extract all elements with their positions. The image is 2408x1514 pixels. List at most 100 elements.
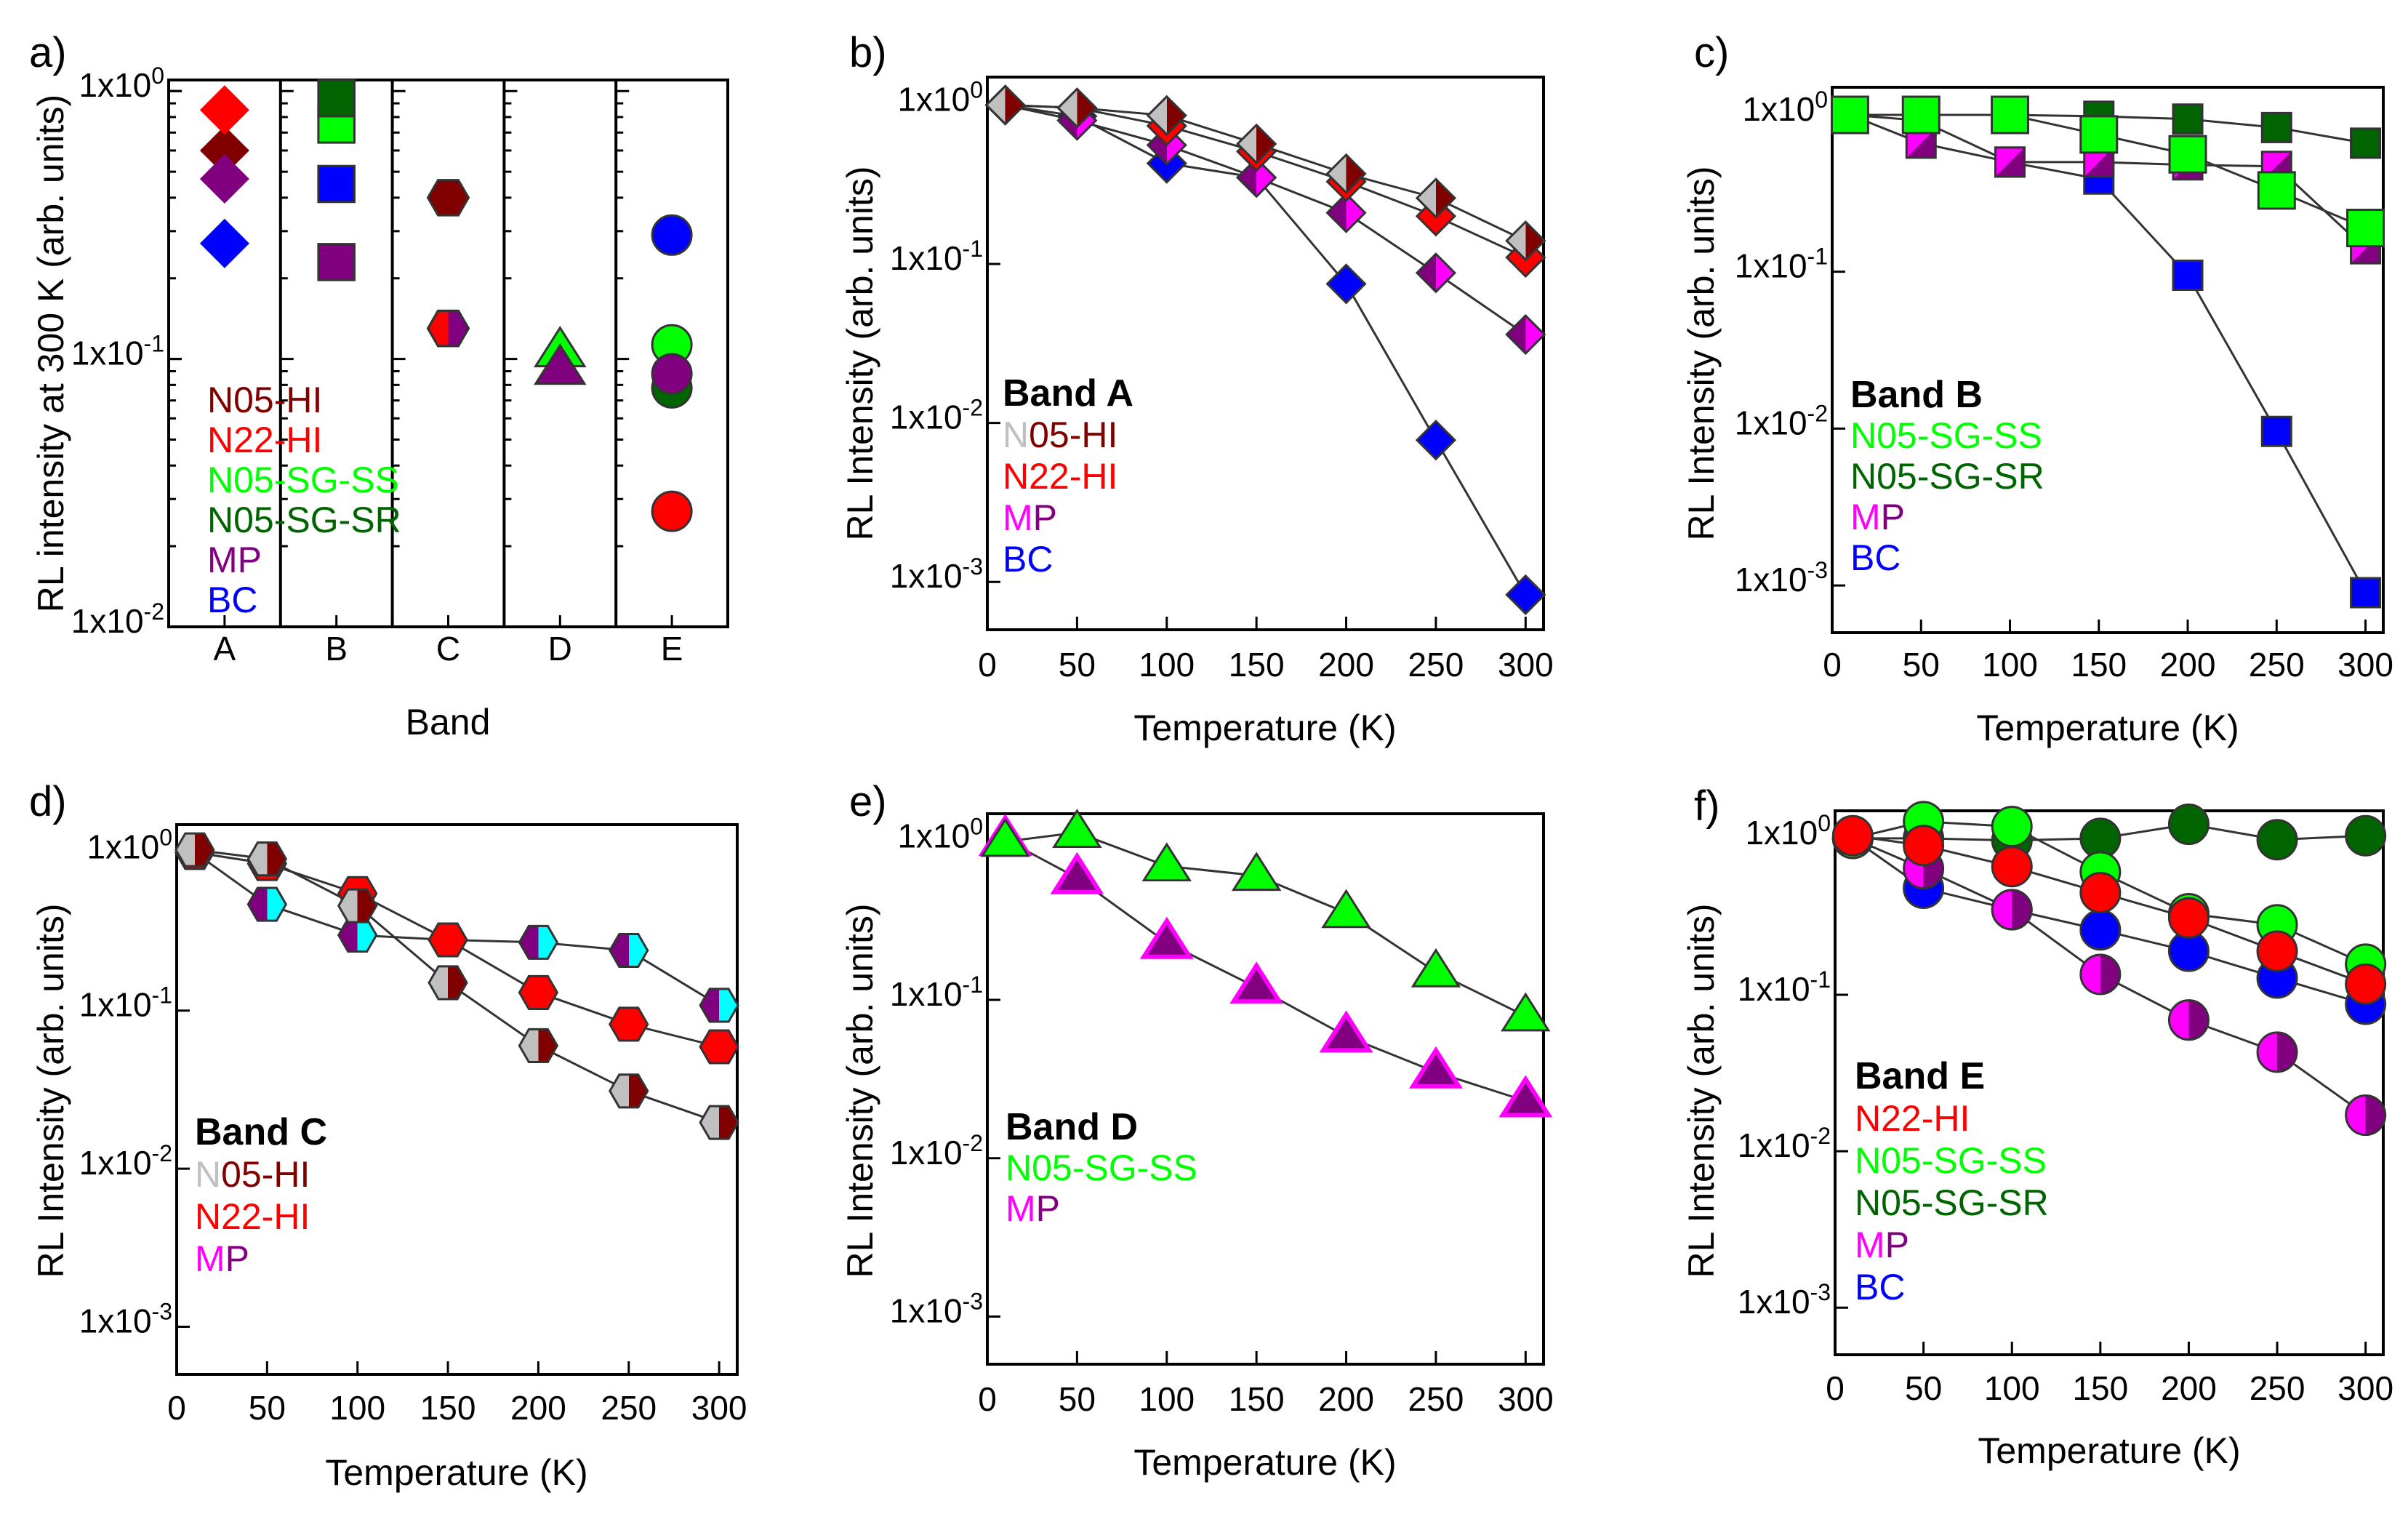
data-point-n22-hi [2256,930,2298,972]
x-tick-label: 250 [1408,646,1464,684]
data-point-mp [609,933,649,969]
x-axis-title: Temperature (K) [1133,1442,1396,1483]
data-point-n05-sg-ss [2168,135,2207,174]
data-point-n05-sg-sr [2260,111,2292,143]
data-point-mp [1319,1010,1373,1053]
data-point-mp [1325,192,1367,233]
x-tick-label: 0 [978,1380,997,1418]
data-point-bc [651,214,693,256]
legend-entry: N05-SG-SR [1850,456,2044,497]
data-point-n05-hi [1505,220,1546,262]
x-tick-label: 150 [2071,646,2127,684]
x-tick-label: 250 [2250,1369,2305,1407]
y-tick-label: 1x10-2 [890,1130,983,1171]
data-point-n05-sg-ss [1231,852,1282,892]
data-point-bc [2079,909,2122,951]
data-point-n05-sg-sr [2345,814,2387,857]
plot-frame [175,823,739,1376]
legend-entry: MP [1003,497,1057,538]
legend-title: Band B [1850,374,1983,416]
y-tick-label: 1x10-2 [71,598,164,640]
legend-entry: N05-HI [1003,414,1117,455]
legend-entry: BC [1850,537,1901,578]
panel-label: e) [849,778,887,825]
data-point-bc [1415,420,1457,461]
data-point-mp [1236,157,1277,199]
data-point-n05-hi [1146,95,1187,136]
y-axis-title: RL Intensity (arb. units) [840,903,880,1278]
data-point-mp [651,353,693,395]
y-tick-label: 1x10-1 [1738,966,1831,1008]
x-tick-label: 0 [1823,646,1842,684]
y-tick-label: 1x10-1 [890,972,983,1013]
y-tick-label: 1x10-3 [890,553,983,595]
data-point-n05-sg-sr [2167,804,2210,846]
data-point-n05-sg-ss [1052,809,1102,848]
legend-title: Band E [1855,1055,1985,1097]
data-point-n05-sg-sr [2172,103,2204,135]
plot-frame [1831,86,2385,634]
legend-entry: BC [1003,539,1053,580]
y-tick-label: 1x100 [897,76,983,118]
x-tick-label: 100 [1984,1369,2040,1407]
x-tick-label: E [661,630,683,668]
data-point-bc [1325,263,1367,305]
data-point-n05-hi [984,84,1026,126]
data-point-n05-sg-sr [2256,819,2298,861]
plot-frame [986,812,1545,1366]
legend-entry: N05-SG-SS [1855,1140,2047,1181]
x-tick-label: 300 [2337,1369,2393,1407]
panel-label: f) [1694,782,1719,830]
x-tick-label: 300 [1498,1380,1554,1418]
x-axis-title: Temperature (K) [325,1452,587,1493]
data-point-n05-sg-ss [1991,95,2030,135]
data-point-n05-hi [1056,87,1098,129]
y-axis-title: RL Intensity (arb. units) [1681,166,1722,540]
data-point-bc [2260,415,2292,447]
x-tick-label: 100 [1982,646,2038,684]
plot-frame [986,76,1545,631]
x-tick-label: 0 [167,1389,186,1427]
x-tick-label: 50 [1059,646,1096,684]
data-point-n05-hi [246,841,288,877]
data-point-n05-sg-ss [1321,889,1371,929]
x-tick-label: 50 [1905,1369,1942,1407]
panel-d: d) RL Intensity (arb. units) Temperature (… [29,778,747,1493]
y-tick-label: 1x10-1 [890,236,983,277]
data-point-n05-sg-ss [2346,209,2385,248]
y-tick-label: 1x10-1 [79,982,172,1024]
x-tick-label: 250 [601,1389,657,1427]
data-point-n05-hi [428,965,468,1001]
data-point-n05-sg-ss [1991,806,2033,848]
data-point-mp [1139,916,1194,959]
y-tick-label: 1x10-2 [79,1140,172,1182]
x-tick-label: 200 [2161,1369,2217,1407]
data-point-mp [533,343,587,385]
legend-entry: N05-SG-SS [1006,1147,1197,1188]
x-tick-label: 150 [420,1389,476,1427]
x-axis-title: Temperature (K) [1133,708,1396,748]
data-point-n22-hi [651,490,693,532]
data-point-n05-sg-sr [2350,127,2382,159]
y-tick-label: 1x10-3 [1735,557,1828,598]
legend-entry: N05-SG-SS [1850,415,2042,456]
legend-entry: MP [195,1238,249,1279]
data-point-n05-hi [174,832,215,868]
data-point-mp [1408,1046,1463,1089]
y-tick-label: 1x100 [87,824,172,865]
legend-entry: MP [1850,497,1905,537]
legend-entry: N05-HI [195,1154,310,1195]
y-tick-label: 1x10-2 [890,395,983,436]
x-tick-label: 100 [329,1389,385,1427]
legend-entry: N22-HI [1855,1098,1970,1139]
x-axis-title: Band [406,702,491,742]
data-point-bc [2350,577,2382,609]
panel-b: b) RL Intensity (arb. units) Temperature (… [840,29,1553,748]
data-point-mp [1498,1075,1553,1118]
y-tick-label: 1x100 [897,813,983,854]
panel-label: a) [29,29,67,76]
